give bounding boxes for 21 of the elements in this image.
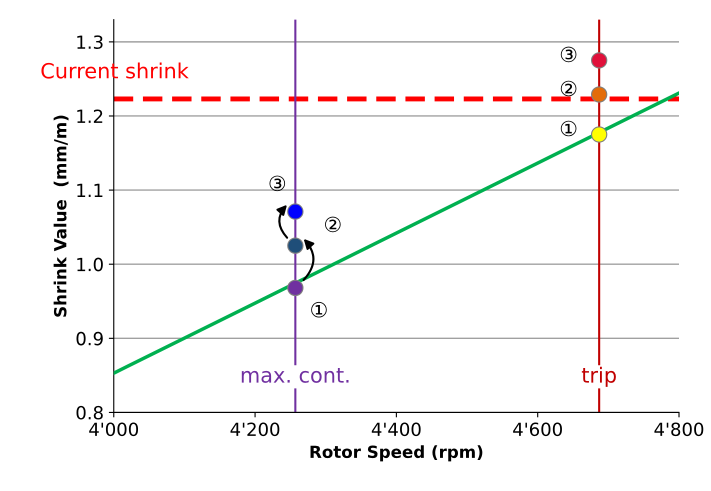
annotation: ① bbox=[311, 302, 327, 318]
ref-line-label: max. cont. bbox=[242, 368, 349, 383]
y-axis-title: Shrink Value (mm/m) bbox=[54, 116, 68, 317]
annotation: ③ bbox=[560, 46, 576, 62]
y-tick-label: 1.0 bbox=[77, 258, 103, 272]
x-tick-label: 4'400 bbox=[372, 422, 421, 436]
y-tick-label: 1.3 bbox=[77, 35, 103, 49]
y-tick-label: 0.8 bbox=[76, 406, 103, 420]
y-tick-label: 1.2 bbox=[77, 109, 102, 123]
x-axis-title: Rotor Speed (rpm) bbox=[310, 445, 482, 462]
x-tick-label: 4'000 bbox=[89, 422, 138, 436]
x-tick-label: 4'200 bbox=[230, 422, 280, 436]
y-tick-label: 0.9 bbox=[76, 332, 103, 346]
annotation: ② bbox=[325, 216, 341, 232]
x-tick-label: 4'600 bbox=[513, 422, 562, 436]
annotation: ③ bbox=[269, 176, 286, 192]
ref-line-label: trip bbox=[582, 366, 616, 387]
annotation: ② bbox=[560, 80, 576, 96]
y-tick-label: 1.1 bbox=[77, 184, 102, 197]
annotation: ① bbox=[560, 120, 576, 136]
x-tick-label: 4'800 bbox=[654, 422, 704, 436]
